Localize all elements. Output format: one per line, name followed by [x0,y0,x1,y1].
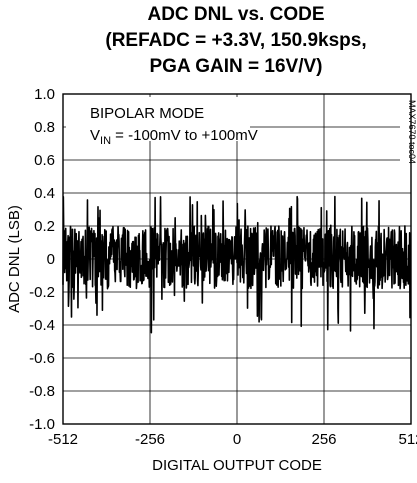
annotation-vin: VIN = -100mV to +100mV [90,127,258,147]
x-tick-label: -512 [48,431,78,448]
y-tick-label: -0.2 [29,284,55,301]
x-tick-label: -256 [135,431,165,448]
y-tick-label: 1.0 [34,86,55,103]
x-tick-label: 0 [233,431,241,448]
y-tick-label: 0.8 [34,119,55,136]
x-axis-label: DIGITAL OUTPUT CODE [152,457,322,474]
y-tick-label: 0.2 [34,218,55,235]
y-axis-label: ADC DNL (LSB) [6,205,23,313]
y-tick-label: 0 [47,251,55,268]
y-tick-label: -0.4 [29,317,55,334]
y-tick-label: -0.8 [29,383,55,400]
annotation-box-bg [66,97,250,141]
y-tick-label: -0.6 [29,350,55,367]
dnl-trace [62,195,412,334]
y-tick-label: 0.6 [34,152,55,169]
figure-code: MAX7670 toc04 [407,100,417,164]
y-tick-label: 0.4 [34,185,55,202]
dnl-series-line [62,195,412,334]
x-tick-label: 256 [311,431,336,448]
y-tick-label: -1.0 [29,416,55,433]
plot-frame [62,93,412,425]
x-tick-label: 512 [398,431,417,448]
annotation-mode: BIPOLAR MODE [90,105,204,122]
chart-title-line-1: ADC DNL vs. CODE [147,4,324,25]
x-tick-labels: -512 -256 0 256 512 [48,431,417,448]
chart-title-line-3: PGA GAIN = 16V/V) [150,56,323,77]
chart-title-line-2: (REFADC = +3.3V, 150.9ksps, [105,30,366,51]
y-tick-labels: 1.0 0.8 0.6 0.4 0.2 0 -0.2 -0.4 -0.6 -0.8 -1.0 [29,86,55,433]
figure-code-bg [400,98,410,184]
